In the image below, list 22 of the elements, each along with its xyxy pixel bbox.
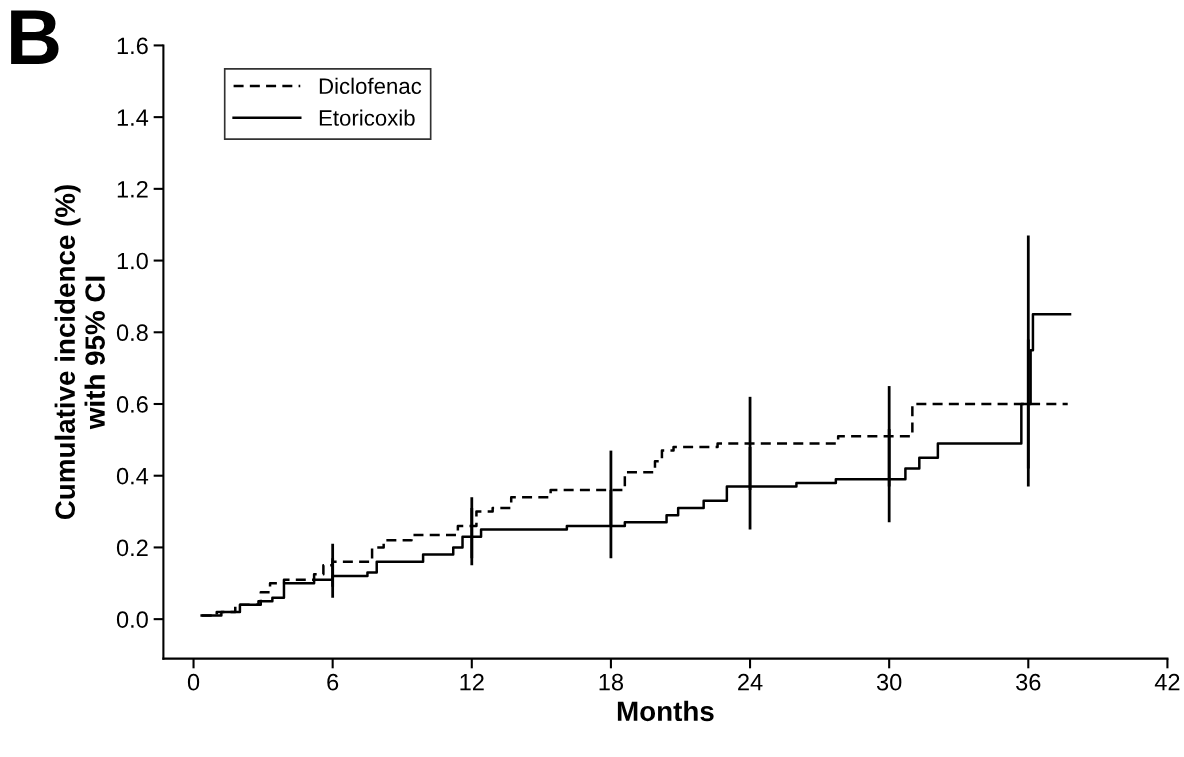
y-tick-label: 0.4 — [116, 467, 149, 485]
x-tick-label: 36 — [1016, 673, 1041, 691]
chart-title: B — [11, 10, 59, 64]
x-tick-label: 18 — [599, 673, 624, 691]
y-tick-label: 0.2 — [116, 539, 148, 557]
x-tick-label: 6 — [327, 673, 339, 691]
y-tick-label: 0.8 — [116, 324, 148, 342]
y-tick-label: 0.6 — [116, 396, 148, 413]
legend-label: Diclofenac — [319, 77, 422, 95]
y-tick-label: 1.6 — [117, 37, 148, 55]
y-tick-label: 0.0 — [116, 611, 148, 628]
y-tick-label: 1.0 — [117, 252, 148, 270]
x-tick-label: 30 — [876, 673, 902, 691]
x-axis-title: Months — [617, 700, 714, 722]
x-tick-label: 0 — [187, 673, 200, 691]
y-tick-label: 1.4 — [117, 109, 149, 126]
legend-label: Etoricoxib — [319, 109, 415, 126]
x-tick-label: 24 — [738, 673, 763, 691]
y-tick-label: 1.2 — [117, 180, 148, 198]
x-tick-label: 12 — [460, 673, 484, 691]
y-axis-title: Cumulative incidence (%) with 95% CI — [54, 185, 105, 520]
x-tick-label: 42 — [1154, 673, 1180, 691]
